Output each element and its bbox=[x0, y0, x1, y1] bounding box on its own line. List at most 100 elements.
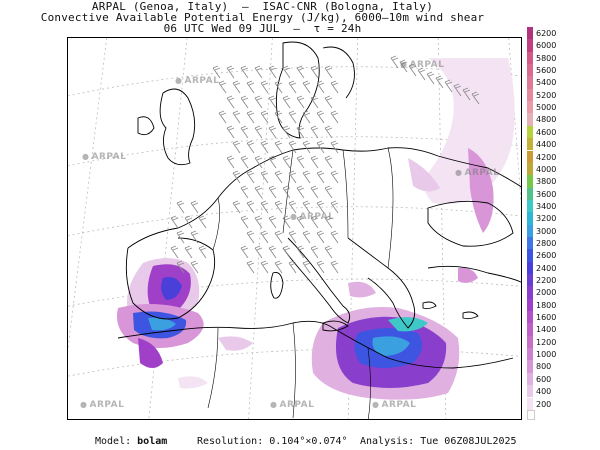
title-line-1: ARPAL (Genoa, Italy) – ISAC-CNR (Bologna… bbox=[91, 0, 434, 13]
wind-barb bbox=[330, 260, 339, 274]
wind-barb bbox=[330, 80, 339, 94]
wind-barb bbox=[324, 245, 333, 259]
legend-label: 5000 bbox=[536, 103, 557, 113]
legend-label: 2000 bbox=[536, 288, 557, 298]
analysis-info: Analysis: Tue 06Z08JUL2025 bbox=[360, 436, 517, 448]
wind-barb bbox=[260, 140, 269, 154]
wind-barb bbox=[274, 170, 283, 184]
legend-label: 6000 bbox=[536, 41, 557, 51]
wind-barb bbox=[170, 245, 179, 259]
wind-barb bbox=[324, 65, 333, 79]
legend-label: 200 bbox=[536, 399, 552, 409]
wind-barb bbox=[260, 200, 269, 214]
watermark: ARPAL bbox=[290, 212, 334, 222]
legend-swatch bbox=[527, 261, 533, 274]
legend-swatch bbox=[527, 150, 533, 163]
wind-barb bbox=[288, 140, 297, 154]
wind-barb bbox=[324, 185, 333, 199]
wind-barb bbox=[184, 215, 193, 229]
wind-barb bbox=[226, 65, 235, 79]
wind-barb bbox=[288, 230, 297, 244]
wind-barb bbox=[254, 65, 263, 79]
wind-shear-barbs bbox=[170, 55, 480, 274]
legend-swatch bbox=[527, 274, 533, 287]
wind-barb bbox=[246, 230, 255, 244]
wind-barb bbox=[324, 125, 333, 139]
wind-barb bbox=[310, 155, 319, 169]
legend-label: 600 bbox=[536, 374, 552, 384]
wind-barb bbox=[274, 260, 283, 274]
legend-label: 2400 bbox=[536, 263, 557, 273]
legend-label: 4800 bbox=[536, 115, 557, 125]
wind-barb bbox=[254, 245, 263, 259]
legend-swatch bbox=[527, 397, 533, 410]
wind-barb bbox=[240, 95, 249, 109]
wind-barb bbox=[240, 65, 249, 79]
wind-barb bbox=[260, 170, 269, 184]
wind-barb bbox=[302, 110, 311, 124]
wind-barb bbox=[268, 215, 277, 229]
wind-barb bbox=[176, 230, 185, 244]
legend-label: 400 bbox=[536, 387, 552, 397]
wind-barb bbox=[296, 155, 305, 169]
wind-barb bbox=[282, 155, 291, 169]
wind-barb bbox=[330, 170, 339, 184]
wind-barb bbox=[246, 170, 255, 184]
map-canvas bbox=[68, 38, 521, 419]
wind-barb bbox=[190, 230, 199, 244]
legend-swatch bbox=[527, 286, 533, 299]
wind-barb bbox=[330, 200, 339, 214]
legend-swatch bbox=[527, 348, 533, 361]
legend-label: 3800 bbox=[536, 177, 557, 187]
wind-barb bbox=[268, 125, 277, 139]
wind-barb bbox=[288, 170, 297, 184]
analysis-label: Analysis: bbox=[360, 436, 415, 447]
wind-barb bbox=[282, 245, 291, 259]
wind-barb bbox=[232, 140, 241, 154]
watermark: ARPAL bbox=[80, 400, 124, 410]
legend-swatch bbox=[527, 27, 533, 40]
wind-barb bbox=[232, 110, 241, 124]
wind-barb bbox=[268, 185, 277, 199]
cape-shading bbox=[117, 58, 515, 400]
wind-barb bbox=[282, 125, 291, 139]
wind-barb bbox=[288, 260, 297, 274]
wind-barb bbox=[246, 140, 255, 154]
legend-label: 5600 bbox=[536, 66, 557, 76]
wind-barb bbox=[310, 245, 319, 259]
legend-swatch bbox=[527, 335, 533, 349]
wind-barb bbox=[226, 155, 235, 169]
wind-barb bbox=[330, 110, 339, 124]
legend-swatch bbox=[527, 323, 533, 336]
wind-barb bbox=[240, 245, 249, 259]
title-line-2: Convective Available Potential Energy (J… bbox=[40, 11, 485, 24]
legend-swatch bbox=[527, 88, 533, 102]
legend-label: 4000 bbox=[536, 164, 557, 174]
legend-label: 3600 bbox=[536, 189, 557, 199]
wind-barb bbox=[268, 65, 277, 79]
wind-barb bbox=[288, 110, 297, 124]
model-value: bolam bbox=[137, 436, 168, 447]
wind-barb bbox=[444, 79, 453, 93]
wind-barb bbox=[218, 80, 227, 94]
wind-barb bbox=[302, 230, 311, 244]
wind-barb bbox=[296, 185, 305, 199]
wind-barb bbox=[310, 65, 319, 79]
legend-swatch bbox=[527, 187, 533, 200]
wind-barb bbox=[246, 80, 255, 94]
wind-barb bbox=[274, 200, 283, 214]
model-label: Model: bbox=[95, 436, 132, 447]
wind-barb bbox=[296, 125, 305, 139]
wind-barb bbox=[324, 155, 333, 169]
wind-barb bbox=[302, 170, 311, 184]
wind-barb bbox=[288, 80, 297, 94]
legend-label: 4400 bbox=[536, 140, 557, 150]
wind-barb bbox=[260, 110, 269, 124]
legend-label: 3200 bbox=[536, 214, 557, 224]
wind-barb bbox=[274, 230, 283, 244]
wind-barb bbox=[240, 155, 249, 169]
watermark: ARPAL bbox=[455, 168, 499, 178]
wind-barb bbox=[302, 80, 311, 94]
wind-barb bbox=[310, 125, 319, 139]
legend-swatch bbox=[527, 236, 533, 250]
